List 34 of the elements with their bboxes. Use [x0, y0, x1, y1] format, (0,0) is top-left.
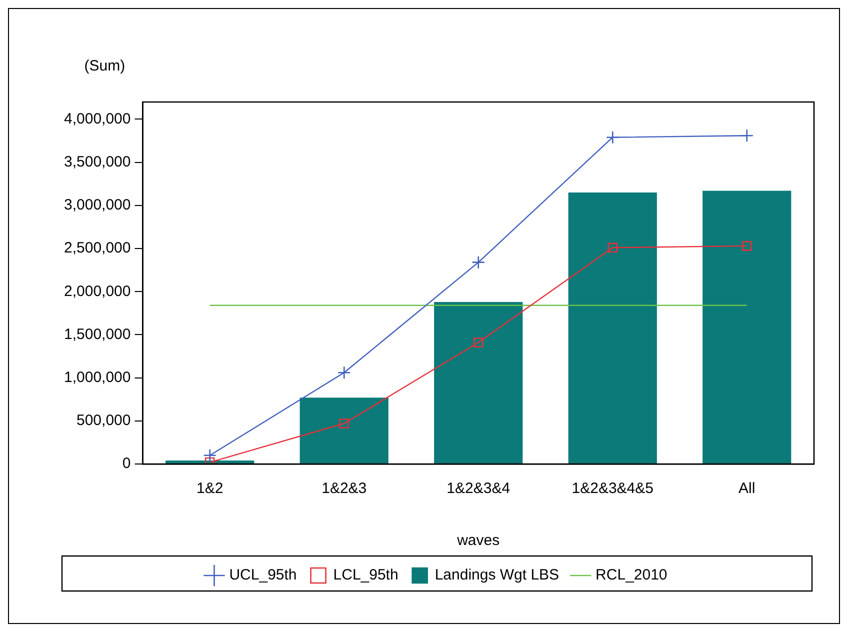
bar: [300, 398, 388, 464]
bar: [568, 192, 657, 464]
y-tick-label: 2,000,000: [64, 282, 131, 300]
x-axis-title: waves: [456, 532, 500, 550]
point: [472, 256, 486, 269]
y-tick-label: 1,000,000: [64, 368, 131, 386]
point: [742, 241, 752, 251]
x-tick-label: 1&2: [196, 480, 224, 498]
point: [473, 338, 484, 348]
x-tick-label: 1&2&3: [322, 480, 367, 498]
y-tick-label: 1,500,000: [64, 326, 131, 343]
point: [337, 366, 351, 380]
legend-label: Landings Wgt LBS: [434, 566, 560, 584]
y-tick-label: 0: [122, 455, 131, 472]
point: [339, 418, 350, 428]
legend-label: LCL_95th: [333, 566, 398, 584]
bar: [434, 302, 523, 464]
y-axis-title: (Sum): [84, 58, 126, 75]
y-tick-label: 4,000,000: [64, 110, 131, 128]
legend-label: RCL_2010: [596, 566, 668, 584]
x-tick-label: 1&2&3&4&5: [572, 480, 654, 498]
y-tick-label: 2,500,000: [64, 240, 131, 257]
y-tick-label: 500,000: [76, 412, 131, 430]
point: [203, 448, 217, 462]
bar: [702, 190, 792, 464]
y-tick-label: 3,500,000: [64, 153, 131, 170]
point: [608, 242, 618, 253]
point: [606, 130, 620, 144]
y-tick-label: 3,000,000: [64, 196, 131, 214]
x-tick-label: All: [738, 480, 756, 498]
x-tick-label: 1&2&3&4: [446, 480, 510, 498]
point: [740, 128, 754, 142]
bar: [166, 460, 254, 464]
legend-label: UCL_95th: [229, 566, 297, 584]
